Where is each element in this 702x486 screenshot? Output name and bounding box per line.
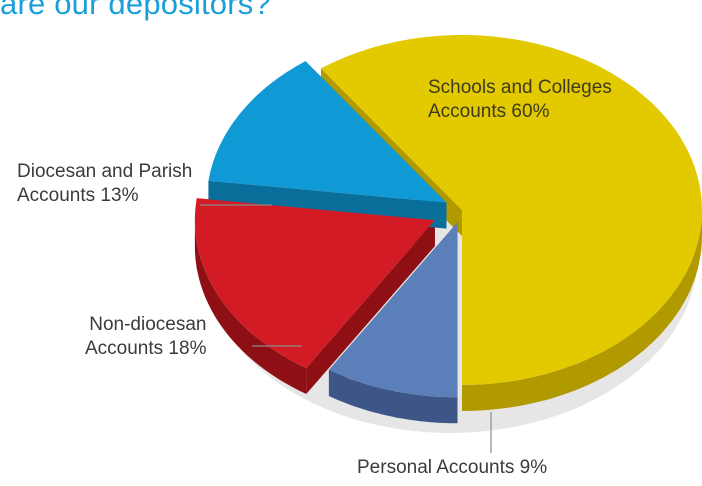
label-diocesan-line1: Diocesan and Parish [17,161,193,182]
label-diocesan-line2: Accounts 13% [17,185,139,206]
label-schools-colleges: Schools and Colleges Accounts 60% [428,76,612,124]
label-schools-line1: Schools and Colleges [428,77,612,98]
label-non-diocesan: Non-diocesan Accounts 18% [85,313,206,361]
slice-schools-colleges-side [462,210,702,411]
slice-non-diocesan-side [194,220,307,394]
slice-schools-colleges [320,35,702,385]
slice-personal-side [328,370,458,424]
slice-personal [328,222,458,398]
label-personal: Personal Accounts 9% [357,456,547,480]
chart-title: are our depositors? [0,0,271,21]
slice-non-diocesan-edge-0 [306,220,435,394]
label-nondiocesan-line1: Non-diocesan [89,314,207,335]
label-personal-line1: Personal Accounts 9% [357,457,548,478]
label-schools-line2: Accounts 60% [428,101,550,122]
slice-non-diocesan [194,198,435,368]
label-nondiocesan-line2: Accounts 18% [85,338,207,359]
label-diocesan-parish: Diocesan and Parish Accounts 13% [17,160,192,208]
slice-diocesan-parish [208,61,447,203]
